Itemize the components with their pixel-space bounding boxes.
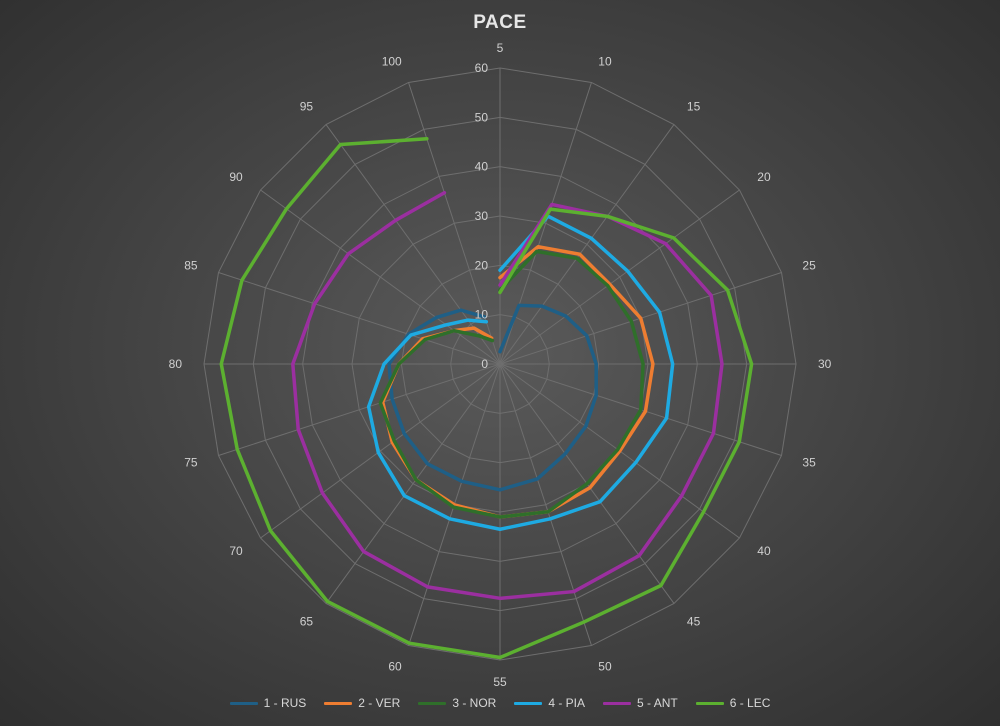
series-line-ant [291, 190, 724, 601]
category-label: 50 [598, 659, 612, 673]
category-label: 40 [757, 544, 771, 558]
category-label: 85 [184, 259, 198, 273]
legend-item: 4 - PIA [514, 696, 585, 710]
radial-tick-label: 60 [475, 61, 489, 75]
category-label: 10 [598, 55, 612, 69]
category-label: 15 [687, 100, 701, 114]
legend-swatch [418, 701, 447, 705]
category-label: 25 [802, 259, 816, 273]
legend-swatch [603, 701, 632, 705]
legend-label: 1 - RUS [263, 696, 307, 710]
category-label: 70 [229, 544, 243, 558]
legend-item: 5 - ANT [603, 696, 678, 710]
category-label: 90 [229, 170, 243, 184]
series-line-nor [378, 249, 645, 519]
grid-spoke [325, 363, 501, 604]
legend-item: 1 - RUS [229, 696, 307, 710]
category-label: 100 [382, 55, 402, 69]
radar-grid [203, 67, 797, 661]
grid-spoke [218, 272, 501, 365]
category-label: 60 [388, 659, 402, 673]
legend-label: 4 - PIA [548, 696, 586, 710]
category-label: 65 [300, 614, 314, 628]
radial-tick-label: 0 [481, 357, 488, 371]
chart-legend: 1 - RUS 2 - VER 3 - NOR 4 - PIA 5 - ANT 6 - L… [0, 696, 1000, 710]
chart-title: PACE [473, 12, 527, 33]
radial-tick-label: 40 [475, 160, 489, 174]
legend-label: 6 - LEC [729, 696, 771, 710]
legend-item: 2 - VER [324, 696, 400, 710]
legend-label: 3 - NOR [452, 696, 497, 710]
series-line-lec [219, 137, 754, 660]
category-label: 20 [757, 170, 771, 184]
series-line-ver [380, 244, 655, 519]
legend-item: 3 - NOR [418, 696, 496, 710]
category-label: 55 [493, 675, 507, 689]
legend-swatch [324, 701, 353, 705]
grid-spoke [260, 189, 501, 365]
grid-spoke [218, 363, 501, 456]
radial-tick-label: 30 [475, 209, 489, 223]
category-label: 45 [687, 614, 701, 628]
category-label: 5 [497, 41, 504, 55]
grid-spoke [325, 124, 501, 365]
grid-spoke [260, 363, 501, 539]
series-line-pia [366, 214, 675, 532]
radial-tick-label: 50 [475, 110, 489, 124]
category-label: 35 [802, 455, 816, 469]
grid-spoke [499, 363, 592, 646]
legend-item: 6 - LEC [695, 696, 771, 710]
category-label: 95 [300, 100, 314, 114]
legend-label: 5 - ANT [637, 696, 678, 710]
legend-swatch [229, 701, 258, 705]
legend-swatch [695, 701, 724, 705]
legend-label: 2 - VER [358, 696, 401, 710]
category-label: 75 [184, 455, 198, 469]
category-label: 80 [169, 357, 183, 371]
grid-spoke [499, 189, 740, 365]
radial-tick-label: 20 [475, 258, 489, 272]
legend-swatch [514, 701, 543, 705]
grid-spoke [499, 124, 675, 365]
category-label: 30 [818, 357, 832, 371]
radial-tick-label: 10 [475, 308, 489, 322]
